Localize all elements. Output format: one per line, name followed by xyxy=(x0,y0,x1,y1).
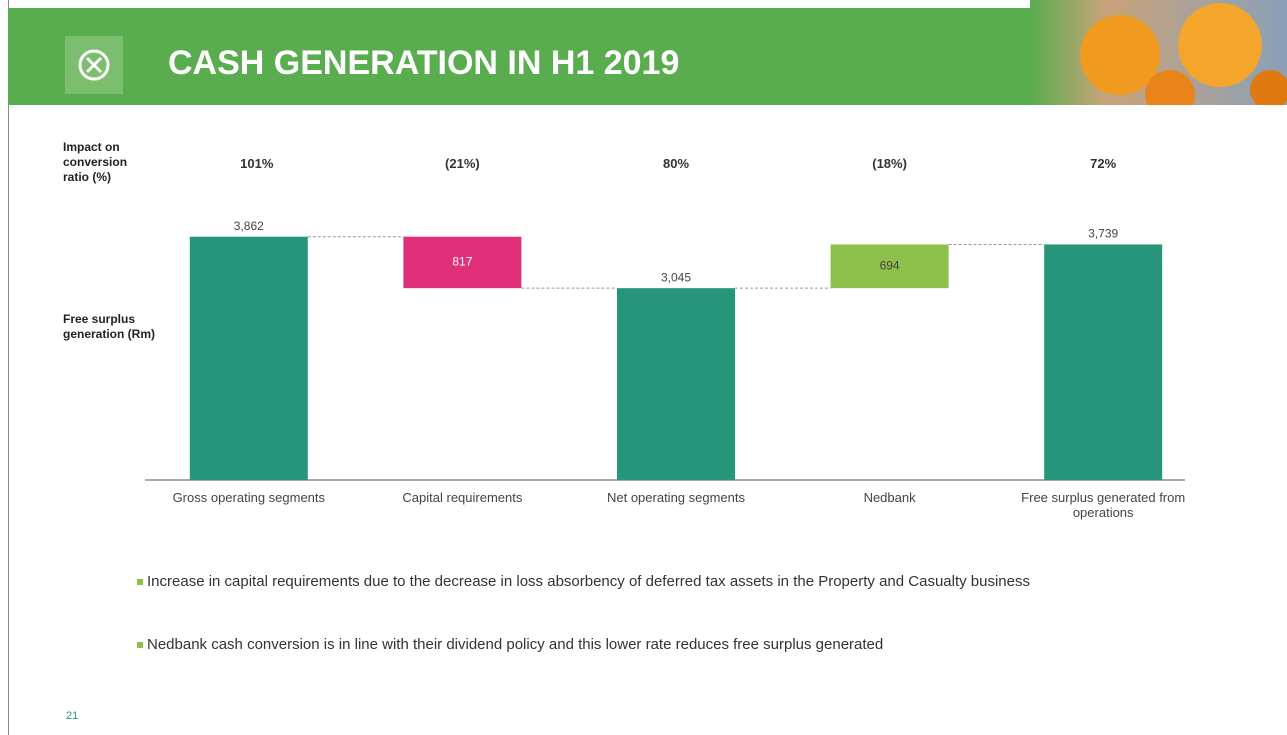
bullet: Increase in capital requirements due to … xyxy=(147,573,1030,590)
ratio-row-label: Impact on conversion ratio (%) xyxy=(63,140,128,184)
bar xyxy=(1044,244,1163,480)
ratio-label: (21%) xyxy=(445,156,480,171)
value-label: 3,739 xyxy=(1088,227,1118,241)
bar xyxy=(403,236,522,289)
border xyxy=(8,0,9,735)
value-label: 817 xyxy=(452,255,472,269)
logo-icon xyxy=(78,49,110,81)
bar xyxy=(617,288,735,480)
page-number: 21 xyxy=(66,710,79,722)
x-tick-label: Free surplus generated from operations xyxy=(1021,490,1186,520)
ratio-label: 72% xyxy=(1090,156,1117,171)
bullet: Nedbank cash conversion is in line with … xyxy=(147,636,884,653)
title: CASH GENERATION IN H1 2019 xyxy=(168,44,680,82)
value-label: 3,862 xyxy=(234,219,264,233)
chart: 3,862 817 3,045 694 3,739 xyxy=(145,219,1185,481)
bullet-icon xyxy=(137,579,143,585)
value-label: 694 xyxy=(880,258,900,272)
value-label: 3,045 xyxy=(661,270,691,284)
bar xyxy=(830,244,949,289)
x-tick-label: Net operating segments xyxy=(606,490,746,505)
ratio-label: 80% xyxy=(662,156,690,171)
logo xyxy=(65,36,123,94)
x-tick-label: Capital requirements xyxy=(402,490,523,505)
x-tick-label: Gross operating segments xyxy=(172,490,326,505)
ratio-label: 101% xyxy=(240,156,274,171)
bullet-icon xyxy=(137,642,143,648)
x-tick-label: Nedbank xyxy=(863,490,916,505)
y-axis-label: Free surplus generation (Rm) xyxy=(63,312,156,341)
ratio-label: (18%) xyxy=(872,156,907,171)
bar xyxy=(189,236,308,480)
